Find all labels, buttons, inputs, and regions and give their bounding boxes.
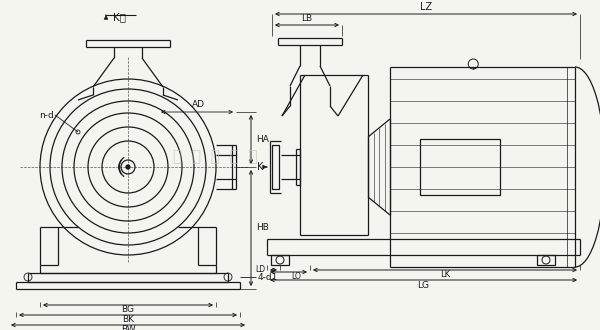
Text: BG: BG	[121, 305, 134, 314]
Bar	[420, 139, 500, 195]
Text: HB: HB	[256, 223, 269, 233]
Text: K: K	[257, 162, 263, 172]
Text: HA: HA	[256, 135, 269, 144]
Text: BW: BW	[121, 325, 136, 330]
Circle shape	[126, 165, 130, 169]
Text: K向: K向	[113, 12, 127, 22]
Text: LK: LK	[440, 270, 450, 279]
Bar	[537, 255, 555, 265]
Text: LO: LO	[292, 272, 301, 281]
Bar	[272, 145, 279, 189]
Text: LB: LB	[301, 14, 313, 23]
Text: LD: LD	[255, 266, 265, 275]
Bar	[271, 255, 289, 265]
Text: 永  嘉  力  洋  泵: 永 嘉 力 洋 泵	[173, 149, 257, 164]
Text: 4-d1: 4-d1	[258, 273, 278, 281]
Text: LZ: LZ	[420, 2, 432, 12]
Text: AD: AD	[191, 100, 205, 109]
Text: BK: BK	[122, 315, 134, 324]
Text: n-d: n-d	[39, 111, 54, 119]
Text: LG: LG	[418, 281, 430, 290]
